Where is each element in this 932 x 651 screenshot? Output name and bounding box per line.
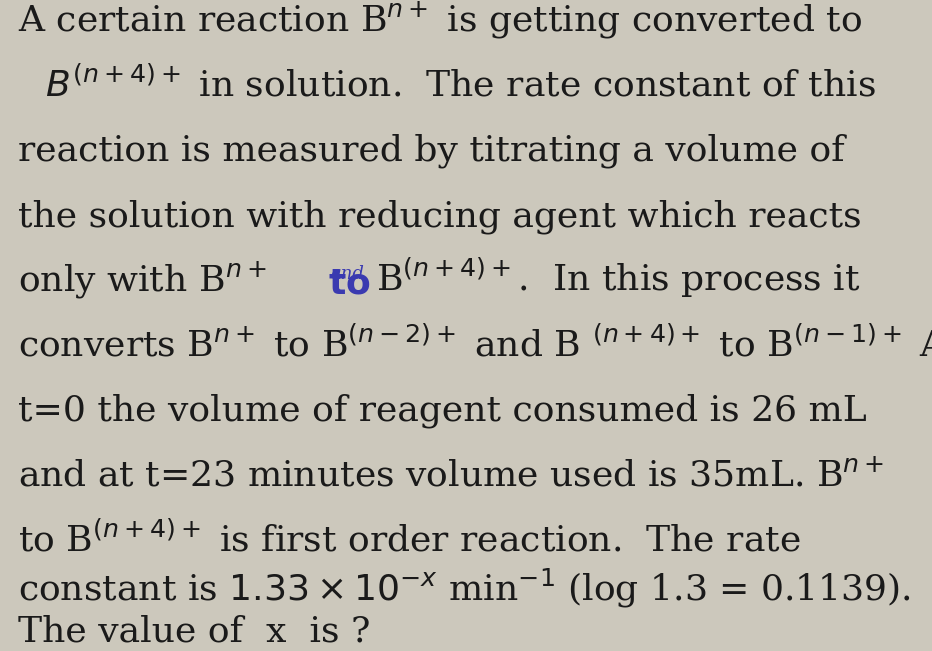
Text: $B^{(n+4)+}$ in solution.  The rate constant of this: $B^{(n+4)+}$ in solution. The rate const…	[45, 66, 876, 103]
Text: reaction is measured by titrating a volume of: reaction is measured by titrating a volu…	[18, 134, 844, 169]
Text: the solution with reducing agent which reacts: the solution with reducing agent which r…	[18, 199, 861, 234]
Text: to B$^{(n+4)+}$ is first order reaction.  The rate: to B$^{(n+4)+}$ is first order reaction.…	[18, 521, 801, 558]
Text: converts B$^{n+}$ to B$^{(n-2)+}$ and B $^{(n+4)+}$ to B$^{(n-1)+}$ At: converts B$^{n+}$ to B$^{(n-2)+}$ and B …	[18, 326, 932, 363]
Text: and: and	[330, 265, 363, 283]
Text: The value of  x  is ?: The value of x is ?	[18, 614, 370, 648]
Text: and at t=23 minutes volume used is 35mL. B$^{n+}$: and at t=23 minutes volume used is 35mL.…	[18, 458, 884, 493]
Text: $\mathbf{to}$: $\mathbf{to}$	[328, 266, 371, 300]
Text: constant is $1.33\times10^{-x}$ min$^{-1}$ (log 1.3 = 0.1139).: constant is $1.33\times10^{-x}$ min$^{-1…	[18, 567, 911, 611]
Text: only with B$^{n+}$: only with B$^{n+}$	[18, 260, 267, 301]
Text: B$^{(n+4)+}$.  In this process it: B$^{(n+4)+}$. In this process it	[376, 256, 860, 300]
Text: A certain reaction B$^{n+}$ is getting converted to: A certain reaction B$^{n+}$ is getting c…	[18, 0, 862, 41]
Text: t=0 the volume of reagent consumed is 26 mL: t=0 the volume of reagent consumed is 26…	[18, 394, 867, 428]
